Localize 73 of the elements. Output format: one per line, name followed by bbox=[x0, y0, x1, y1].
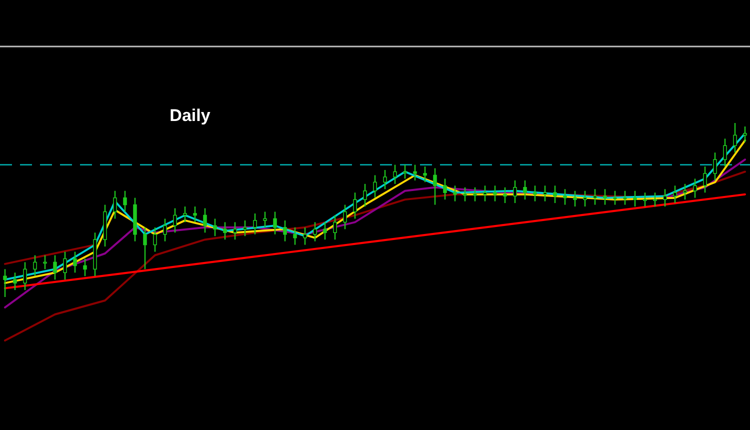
candlestick bbox=[73, 251, 77, 274]
candlestick bbox=[323, 222, 327, 240]
candlestick bbox=[403, 164, 407, 180]
candlestick bbox=[593, 188, 597, 206]
candlestick bbox=[253, 212, 257, 235]
candlestick bbox=[543, 185, 547, 202]
candlestick bbox=[173, 208, 177, 234]
candlestick bbox=[603, 188, 607, 206]
candlestick bbox=[493, 185, 497, 202]
candlestick bbox=[293, 226, 297, 246]
candlestick bbox=[663, 188, 667, 208]
candlestick bbox=[243, 220, 247, 237]
candlestick bbox=[443, 178, 447, 200]
candlestick bbox=[163, 218, 167, 242]
candlestick bbox=[683, 183, 687, 200]
candlestick bbox=[643, 192, 647, 208]
candlestick bbox=[433, 168, 437, 206]
candlestick bbox=[483, 185, 487, 202]
candlestick bbox=[463, 186, 467, 202]
candlestick bbox=[43, 254, 47, 270]
candlestick bbox=[583, 190, 587, 208]
candlestick bbox=[423, 166, 427, 183]
candlestick bbox=[503, 186, 507, 204]
candlestick bbox=[53, 254, 57, 280]
candlestick bbox=[63, 251, 67, 280]
candlestick bbox=[223, 222, 227, 240]
candlestick bbox=[303, 226, 307, 246]
candlestick bbox=[13, 272, 17, 291]
candlestick bbox=[713, 152, 717, 182]
candlestick bbox=[573, 190, 577, 208]
candlestick bbox=[633, 190, 637, 208]
candlestick bbox=[623, 190, 627, 206]
candlestick bbox=[273, 211, 277, 235]
candlestick bbox=[353, 192, 357, 220]
candlestick bbox=[383, 169, 387, 190]
candlestick bbox=[283, 220, 287, 242]
candlestick bbox=[473, 186, 477, 202]
candlestick bbox=[193, 206, 197, 223]
candlestick bbox=[33, 254, 37, 277]
candlestick bbox=[743, 126, 747, 143]
candlestick bbox=[153, 226, 157, 252]
candlestick bbox=[83, 258, 87, 277]
candlestick bbox=[613, 190, 617, 206]
candlestick bbox=[723, 138, 727, 168]
candlestick bbox=[533, 185, 537, 202]
candlestick bbox=[733, 122, 737, 154]
candlestick bbox=[143, 226, 147, 270]
candlestick bbox=[513, 180, 517, 204]
candlestick bbox=[263, 211, 267, 228]
candlestick bbox=[563, 188, 567, 206]
candlestick bbox=[553, 185, 557, 204]
candlestick bbox=[703, 166, 707, 194]
candlestick bbox=[693, 178, 697, 198]
candlestick bbox=[203, 208, 207, 234]
candlestick bbox=[413, 164, 417, 182]
candlestick bbox=[523, 180, 527, 200]
candlestick bbox=[453, 185, 457, 202]
candlestick bbox=[343, 204, 347, 230]
candlestick bbox=[333, 214, 337, 240]
candlestick bbox=[213, 218, 217, 237]
candlestick bbox=[123, 190, 127, 212]
candlestick bbox=[233, 222, 237, 240]
candlestick bbox=[3, 268, 7, 298]
candlestick bbox=[113, 190, 117, 220]
candlestick bbox=[653, 192, 657, 208]
candlestick bbox=[393, 164, 397, 184]
candlestick bbox=[363, 183, 367, 208]
annotation: Daily bbox=[170, 106, 211, 125]
candlestick bbox=[183, 206, 187, 223]
candlestick bbox=[23, 262, 27, 291]
candlestick bbox=[313, 222, 317, 242]
candlestick bbox=[673, 185, 677, 204]
candlestick bbox=[373, 174, 377, 198]
